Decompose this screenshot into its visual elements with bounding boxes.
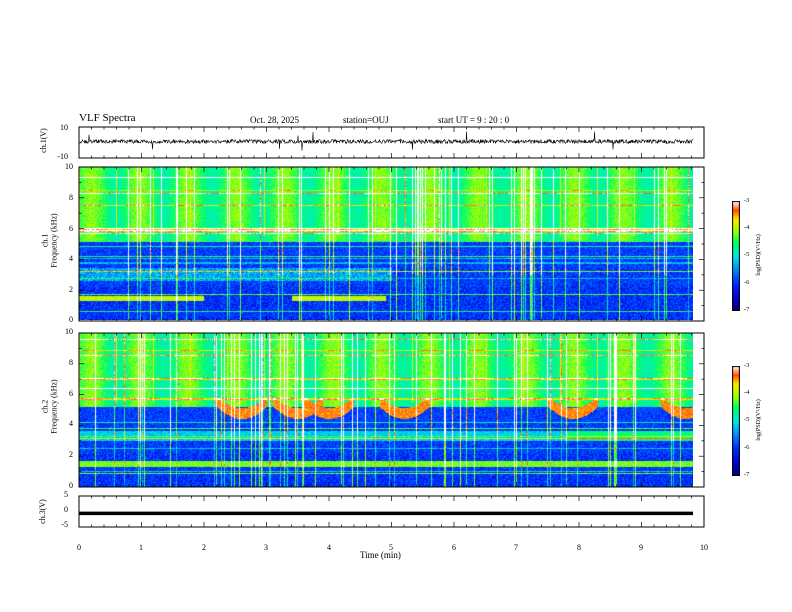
start-ut-label: start UT = 9 : 20 : 0 (438, 115, 510, 125)
spec2-ytick: 10 (65, 327, 73, 336)
spec1-ytick: 4 (69, 254, 73, 263)
spec2-ytick: 4 (69, 419, 73, 428)
panel-frame (78, 332, 705, 488)
x-tick: 9 (639, 543, 643, 552)
spec1-ytick: 8 (69, 193, 73, 202)
x-tick: 5 (389, 543, 393, 552)
chart-title: VLF Spectra (79, 112, 136, 124)
spec1-ytick: 2 (69, 285, 73, 294)
ch3-ytick: 0 (64, 505, 68, 514)
x-tick: 3 (264, 543, 268, 552)
spec2-ytick: 2 (69, 450, 73, 459)
x-tick: 6 (452, 543, 456, 552)
cbar2-tick: -5 (744, 416, 750, 423)
ch1-spec-ylabel-line2: Frequency (kHz) (49, 213, 59, 268)
ch1-ytick: -10 (57, 152, 68, 161)
cbar2-title: log(PSD)(V²/Hz) (756, 399, 762, 441)
ch1-spectrogram-image (79, 167, 693, 320)
ch2-spec-ylabel-line1: ch.2 (40, 399, 50, 414)
ch2-spec-ylabel-line2: Frequency (kHz) (49, 379, 59, 434)
cbar1-tick: -7 (744, 306, 750, 313)
spec2-ytick: 8 (69, 358, 73, 367)
date-label: Oct. 28, 2025 (250, 115, 299, 125)
cbar2-tick: -6 (744, 444, 750, 451)
spec1-ytick: 0 (69, 315, 73, 324)
x-tick: 8 (577, 543, 581, 552)
spec1-ytick: 10 (65, 162, 73, 171)
x-tick: 7 (514, 543, 518, 552)
x-tick: 10 (700, 543, 708, 552)
cbar2-tick: -7 (744, 471, 750, 478)
ch2-spectrogram-image (79, 333, 693, 487)
cbar1-tick: -4 (744, 224, 750, 231)
x-tick: 0 (77, 543, 81, 552)
ch2-colorbar (732, 366, 740, 476)
station-label: station=OUJ (343, 115, 389, 125)
spec1-ytick: 6 (69, 224, 73, 233)
x-axis-label: Time (min) (360, 550, 401, 560)
cbar2-tick: -4 (744, 389, 750, 396)
ch3-ytick: 5 (64, 490, 68, 499)
spec2-ytick: 6 (69, 389, 73, 398)
cbar1-title: log(PSD)(V²/Hz) (756, 234, 762, 276)
ch3-ytick: -5 (61, 520, 68, 529)
x-tick: 1 (139, 543, 143, 552)
panel-frame (78, 166, 705, 322)
cbar1-tick: -3 (744, 197, 750, 204)
x-tick: 2 (202, 543, 206, 552)
ch1-waveform-trace (78, 131, 694, 151)
x-tick: 4 (327, 543, 331, 552)
cbar1-tick: -6 (744, 279, 750, 286)
cbar1-tick: -5 (744, 251, 750, 258)
ch1-spec-ylabel-line1: ch.1 (40, 233, 50, 248)
ch1-ytick: 10 (60, 123, 68, 132)
ch1-colorbar (732, 201, 740, 311)
spec2-ytick: 0 (69, 481, 73, 490)
cbar2-tick: -3 (744, 362, 750, 369)
